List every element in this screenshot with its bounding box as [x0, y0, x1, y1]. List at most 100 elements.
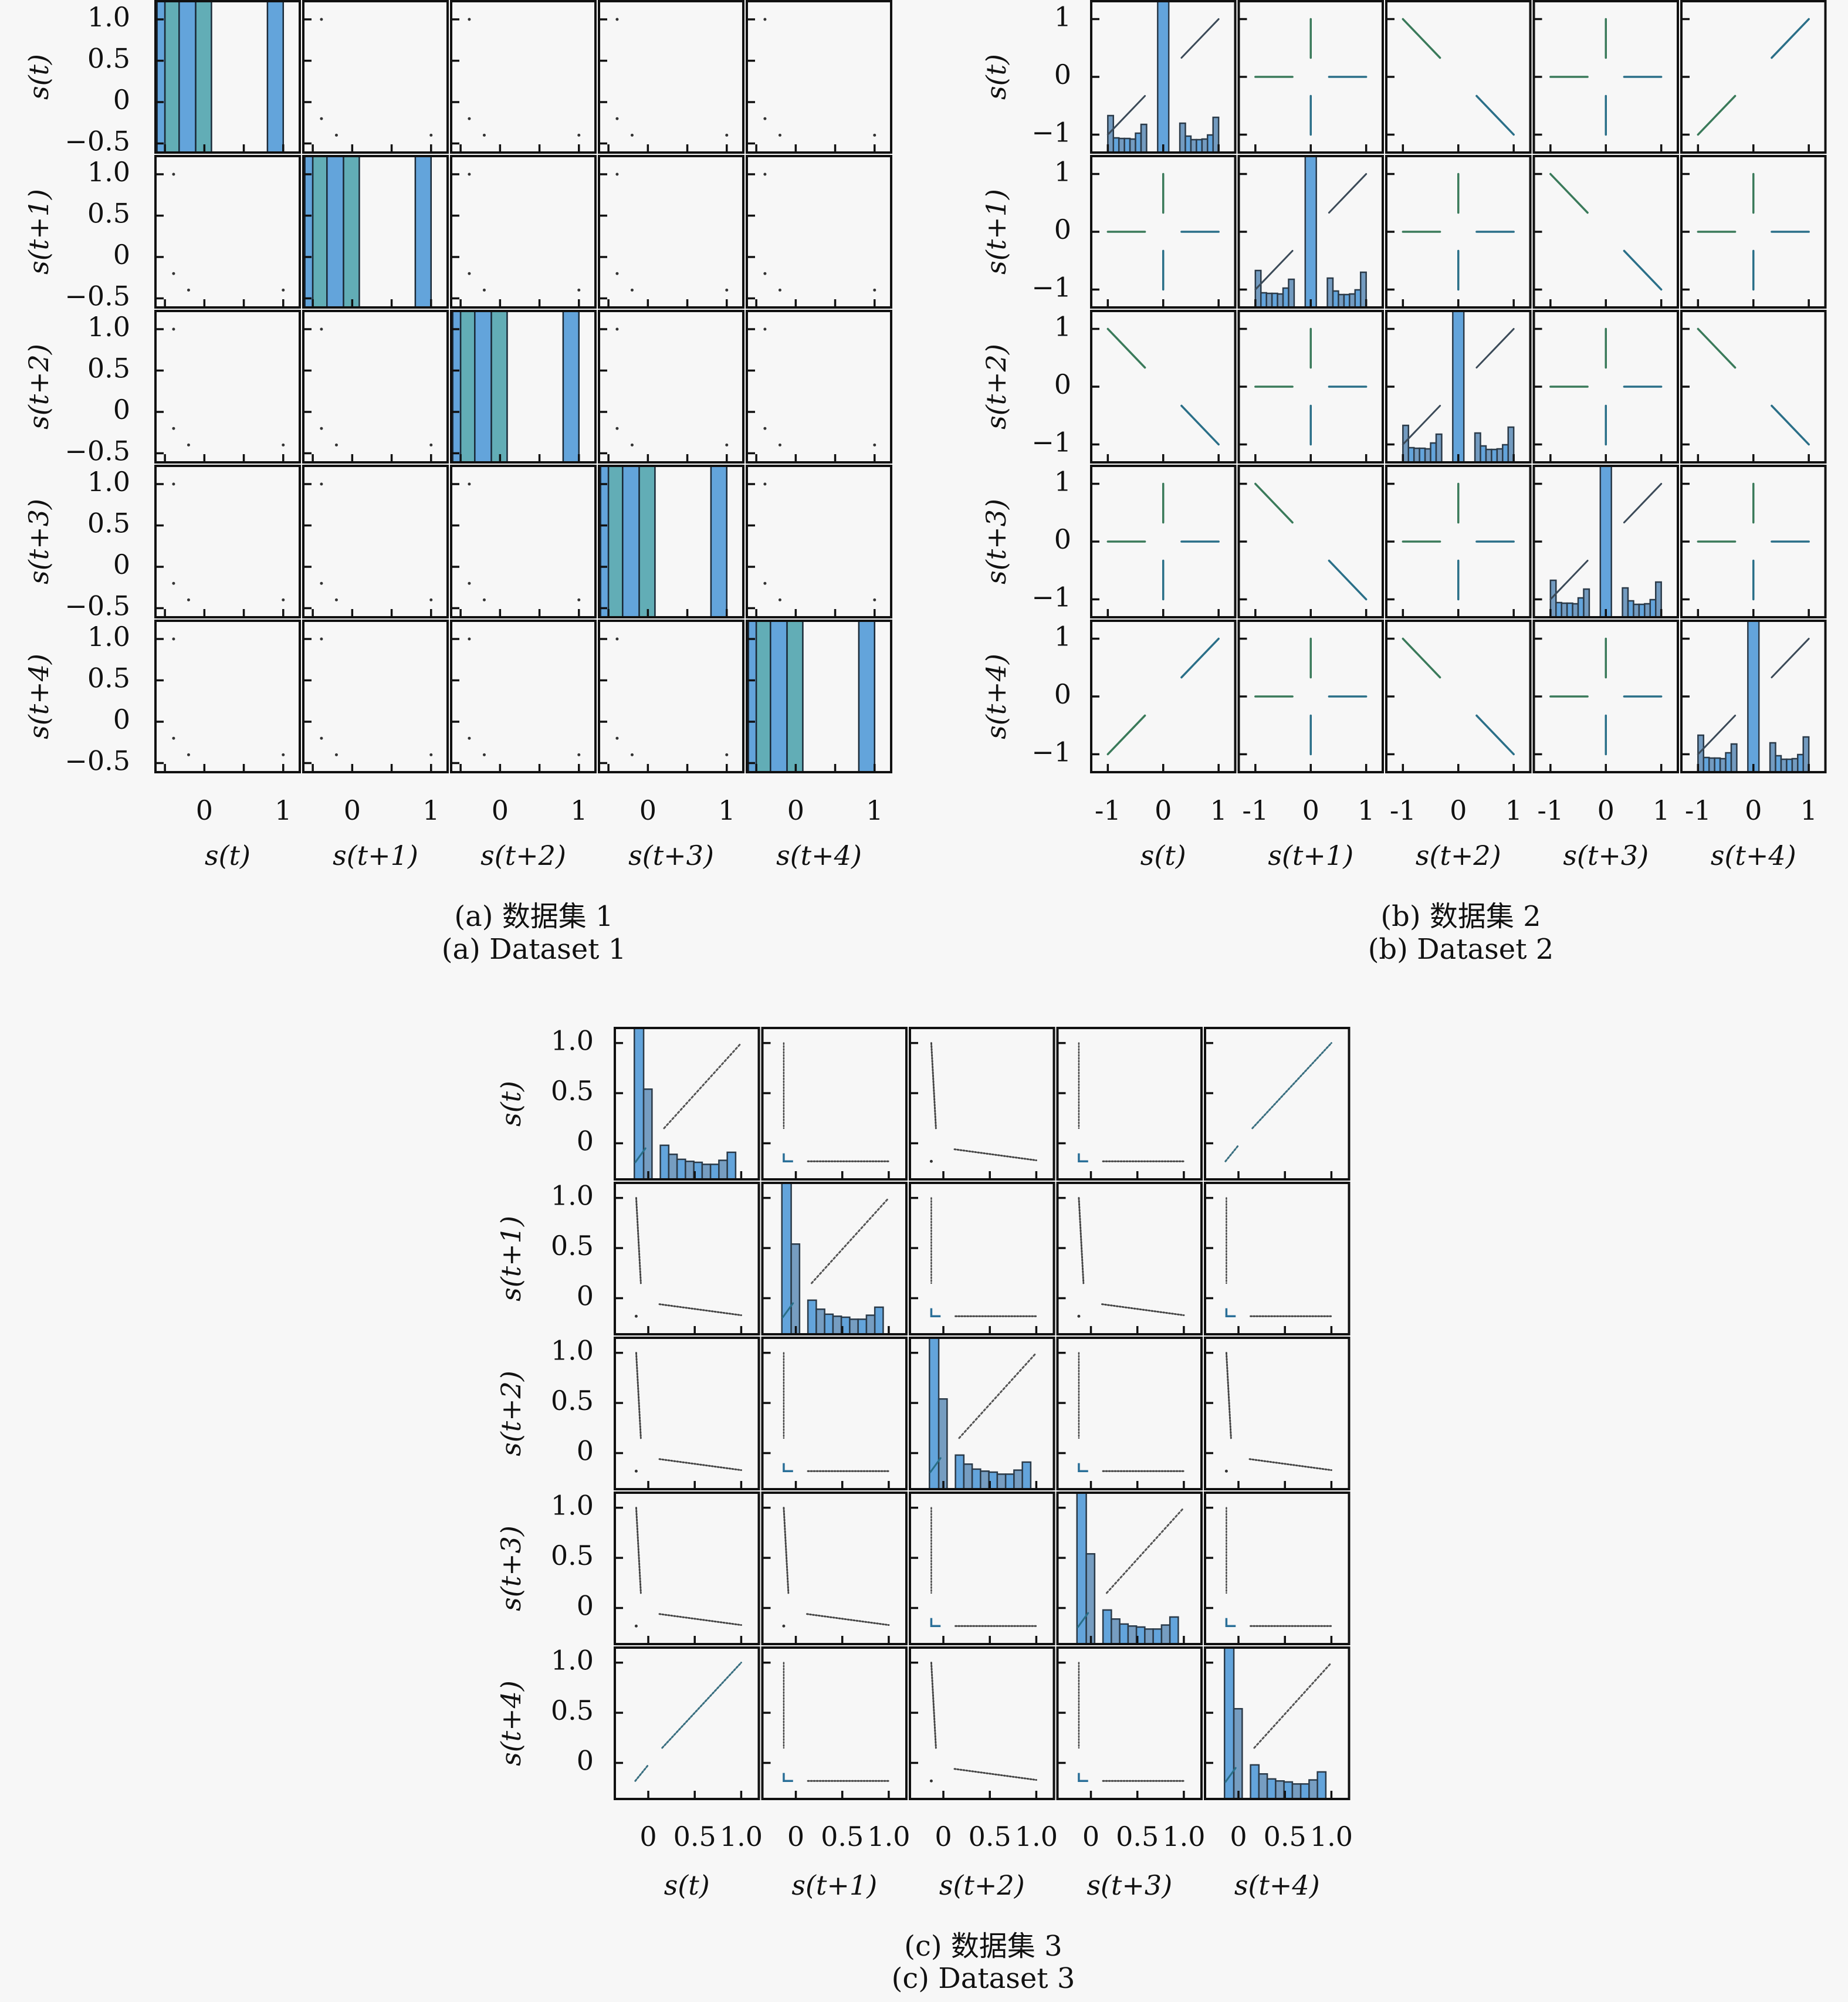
y-tick-label: 1	[1054, 621, 1071, 652]
diagonal-line	[810, 1197, 890, 1284]
axes-frame	[909, 1646, 1055, 1800]
scatter-shallow-line	[658, 1613, 742, 1626]
scatter-point	[782, 1624, 786, 1628]
histogram-bar	[937, 1398, 948, 1490]
histogram-bar	[849, 1318, 859, 1335]
scatter-point	[873, 133, 876, 137]
axes-background	[762, 1338, 906, 1489]
histogram-bar	[1502, 444, 1509, 464]
scatter-point	[615, 173, 619, 176]
axes-frame	[1680, 0, 1827, 154]
x-axis-label: s(t)	[664, 1869, 710, 1901]
x-tick-label: 1	[1210, 794, 1227, 826]
scatter-line	[1771, 404, 1810, 446]
axes-frame	[746, 465, 892, 618]
axes-frame	[1532, 310, 1679, 464]
axes-background	[762, 1028, 906, 1179]
diagonal-line	[1697, 714, 1737, 755]
scatter-point	[615, 272, 619, 275]
histogram-bar	[858, 620, 876, 773]
scatter-steep-line	[930, 1042, 937, 1129]
scatter-point	[615, 736, 619, 740]
scatter-shallow-line	[658, 1303, 742, 1317]
axes-background	[1057, 1183, 1201, 1334]
histogram-bar	[1308, 1779, 1318, 1800]
y-tick-label: 1	[1054, 311, 1071, 343]
subplot-b-r0-c0: 1 0 −1 s(t)	[980, 0, 1237, 154]
scatter-line	[1402, 18, 1441, 59]
y-tick-label: 1.0	[87, 1, 130, 33]
scatter-corner	[783, 1773, 793, 1782]
scatter-point	[468, 736, 471, 740]
scatter-point	[187, 288, 190, 292]
subplot-c-r0-c3	[1056, 1027, 1203, 1181]
axes-frame	[1385, 155, 1532, 309]
y-tick-label: 0	[577, 1280, 594, 1311]
axes-background	[910, 1493, 1054, 1644]
y-tick-label: 0	[1054, 368, 1071, 400]
histogram-bar	[1419, 447, 1426, 464]
histogram-bar	[963, 1463, 973, 1490]
axes-background	[1057, 1338, 1201, 1489]
y-axis-label: s(t+4)	[980, 654, 1012, 739]
axes-frame	[761, 1646, 908, 1800]
scatter-point	[334, 598, 338, 601]
subplot-b-r3-c3	[1532, 465, 1679, 618]
subplot-c-r2-c4	[1204, 1337, 1351, 1490]
axes-frame	[1532, 465, 1679, 618]
histogram-bar	[1282, 287, 1289, 309]
y-axis-label: s(t+2)	[980, 344, 1012, 430]
subplot-a-r2-c0: 1.0 0.5 0 −0.5 s(t+2)	[23, 310, 301, 466]
histogram-bar	[718, 1159, 728, 1181]
histogram-bar	[1179, 122, 1186, 154]
y-tick-label: 0	[1054, 214, 1071, 245]
y-axis-label: s(t+1)	[980, 189, 1012, 275]
y-tick-label: 0	[577, 1125, 594, 1156]
subplot-c-r2-c1	[761, 1337, 908, 1490]
histogram-bar	[1566, 602, 1573, 618]
axes-frame	[450, 155, 597, 309]
histogram-bar	[1140, 123, 1148, 154]
scatter-shallow-line	[1101, 1303, 1185, 1317]
histogram-bar	[1633, 603, 1640, 618]
scatter-shallow-line	[806, 1613, 890, 1626]
scatter-point	[763, 327, 767, 331]
scatter-point	[615, 327, 619, 331]
y-axis-label: s(t+4)	[495, 1680, 527, 1766]
histogram-bar	[459, 310, 476, 464]
x-axis-label: s(t+3)	[1087, 1869, 1172, 1901]
axes-background	[303, 1, 448, 153]
x-tick-label: 1	[866, 794, 883, 826]
scatter-point	[172, 272, 175, 275]
histogram-bar	[1169, 1616, 1179, 1645]
scatter-point	[429, 753, 433, 756]
scatter-corner	[930, 1618, 941, 1627]
axes-background	[910, 1648, 1054, 1799]
scatter-point	[187, 598, 190, 601]
histogram-bar	[1349, 293, 1356, 309]
x-tick-label: 0	[196, 794, 213, 826]
diagonal-dash	[929, 1457, 942, 1473]
axes-frame	[1237, 620, 1384, 773]
scatter-point	[482, 753, 486, 756]
subplot-a-r2-c4	[746, 310, 892, 464]
diagonal-line	[1180, 18, 1220, 59]
y-axis-label: s(t+3)	[23, 499, 55, 584]
subplot-c-r1-c3	[1056, 1182, 1203, 1335]
subplot-a-r2-c1	[302, 310, 449, 464]
pairplot-panel-a: 1.0 0.5 0 −0.5 s(t) 1.0 0.5 0 −0.5 s(t+1) 1.0 0.5 0 −…	[23, 0, 892, 871]
subplot-c-r2-c3	[1056, 1337, 1203, 1490]
histogram-bar	[1725, 752, 1732, 773]
x-tick-label: 0.5	[673, 1821, 716, 1852]
histogram-bar	[874, 1306, 884, 1335]
subplot-a-r2-c3	[598, 310, 744, 464]
scatter-point	[468, 482, 471, 486]
histogram-bar	[1430, 442, 1437, 464]
histogram-bar	[1480, 445, 1487, 464]
subplot-a-r0-c4	[746, 0, 892, 154]
x-tick-label: 1	[275, 794, 292, 826]
histogram-bar	[1452, 310, 1465, 464]
histogram-bar	[1747, 620, 1760, 773]
x-tick-label: 0	[1745, 794, 1762, 826]
subplot-c-r2-c2	[909, 1337, 1055, 1490]
